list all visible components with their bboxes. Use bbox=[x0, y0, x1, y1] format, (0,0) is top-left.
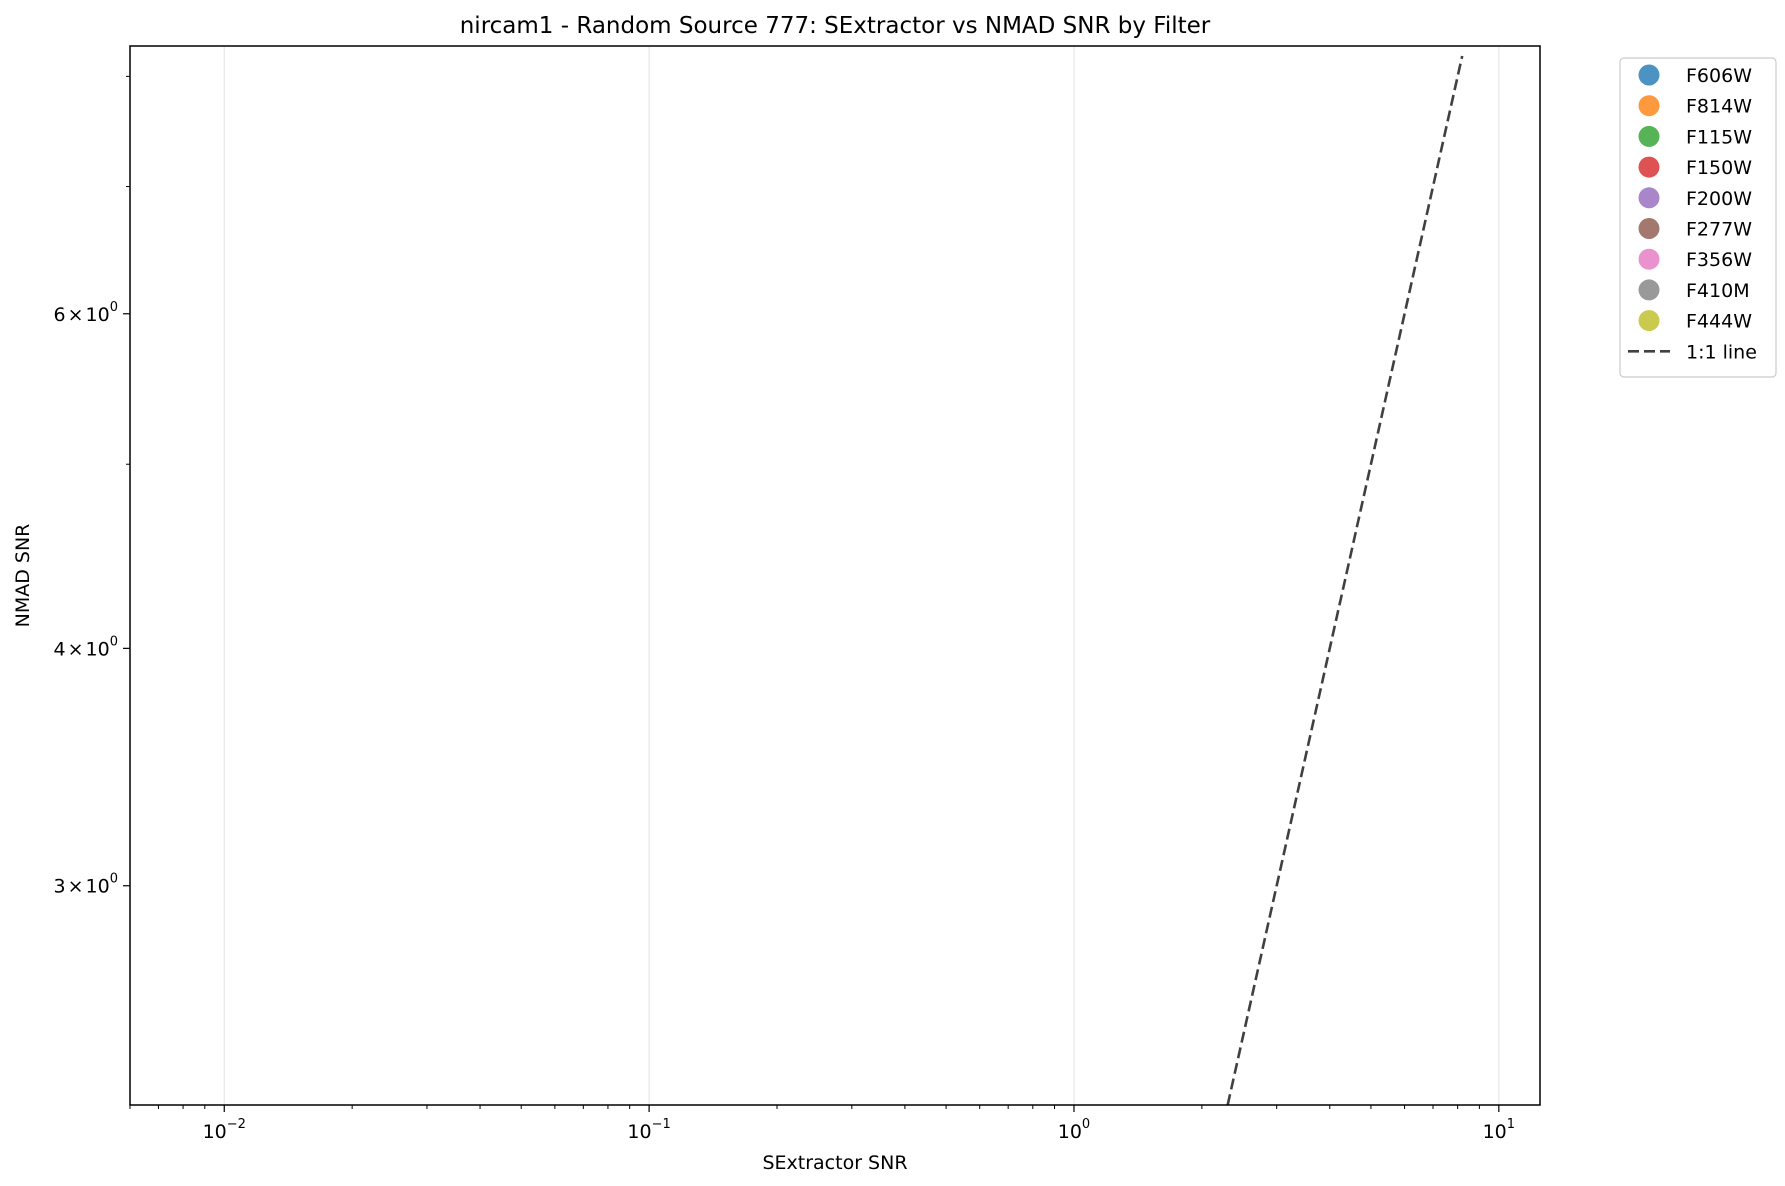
legend-marker-f814w bbox=[1638, 95, 1660, 117]
y-tick-base: 10 bbox=[86, 304, 110, 326]
y-tick-base: 10 bbox=[86, 638, 110, 660]
y-tick-base: 10 bbox=[86, 876, 110, 898]
x-tick-base: 10 bbox=[203, 1121, 227, 1143]
legend-marker-f444w bbox=[1638, 310, 1660, 332]
y-tick-times: × bbox=[68, 876, 84, 898]
legend-marker-f606w bbox=[1638, 64, 1660, 86]
legend: F606W F814W F115W F150W F200W F277W F356W F410M… bbox=[1619, 57, 1777, 378]
legend-marker-f410m bbox=[1638, 279, 1660, 301]
y-tick-label: 3 × 100 bbox=[54, 872, 118, 898]
x-tick-label: 10−1 bbox=[627, 1117, 670, 1143]
y-tick-label: 6 × 100 bbox=[54, 300, 118, 326]
x-tick-label: 10−2 bbox=[203, 1117, 246, 1143]
legend-label-f200w: F200W bbox=[1686, 188, 1752, 210]
x-tick-base: 10 bbox=[1058, 1121, 1082, 1143]
x-tick-exponent: −1 bbox=[652, 1117, 671, 1132]
x-tick-label: 101 bbox=[1483, 1117, 1515, 1143]
x-tick-exponent: 0 bbox=[1082, 1117, 1090, 1132]
y-tick-mantissa: 6 bbox=[54, 304, 66, 326]
y-tick-times: × bbox=[68, 638, 84, 660]
y-tick-exponent: 0 bbox=[110, 634, 118, 649]
legend-label-f606w: F606W bbox=[1686, 65, 1752, 87]
legend-label-f356w: F356W bbox=[1686, 249, 1752, 271]
y-tick-exponent: 0 bbox=[110, 300, 118, 315]
legend-label-f150w: F150W bbox=[1686, 157, 1752, 179]
legend-label-f277w: F277W bbox=[1686, 219, 1752, 241]
y-tick-label: 4 × 100 bbox=[54, 634, 118, 660]
y-axis-title: NMAD SNR bbox=[12, 524, 34, 628]
legend-marker-f200w bbox=[1638, 187, 1660, 209]
legend-marker-f115w bbox=[1638, 125, 1660, 147]
x-tick-exponent: −2 bbox=[227, 1117, 246, 1132]
x-tick-label: 100 bbox=[1058, 1117, 1090, 1143]
x-axis-title: SExtractor SNR bbox=[762, 1152, 907, 1174]
x-tick-base: 10 bbox=[627, 1121, 651, 1143]
x-tick-base: 10 bbox=[1483, 1121, 1507, 1143]
legend-marker-f277w bbox=[1638, 218, 1660, 239]
x-axis: 10−2 10−1 100 101 bbox=[129, 1105, 1515, 1143]
y-tick-mantissa: 3 bbox=[54, 876, 66, 898]
plot-frame bbox=[129, 45, 1541, 1106]
y-tick-mantissa: 4 bbox=[54, 638, 66, 660]
grid-layer bbox=[223, 46, 1500, 1105]
chart-title: nircam1 - Random Source 777: SExtractor … bbox=[460, 13, 1211, 39]
legend-label-f444w: F444W bbox=[1686, 311, 1752, 333]
y-tick-exponent: 0 bbox=[110, 872, 118, 887]
one-to-one-line bbox=[1226, 55, 1464, 1106]
y-tick-times: × bbox=[68, 304, 84, 326]
legend-marker-f356w bbox=[1638, 248, 1660, 270]
x-tick-exponent: 1 bbox=[1507, 1117, 1515, 1132]
legend-label-f115w: F115W bbox=[1686, 126, 1752, 148]
legend-label-f410m: F410M bbox=[1686, 280, 1750, 302]
reference-line-layer bbox=[1226, 55, 1464, 1106]
legend-marker-f150w bbox=[1638, 156, 1660, 178]
legend-label-f814w: F814W bbox=[1686, 96, 1752, 118]
legend-label-one-to-one-line: 1:1 line bbox=[1686, 341, 1757, 363]
